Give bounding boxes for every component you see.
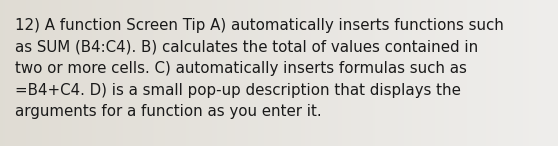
Text: 12) A function Screen Tip A) automatically inserts functions such
as SUM (B4:C4): 12) A function Screen Tip A) automatical… <box>15 18 504 119</box>
